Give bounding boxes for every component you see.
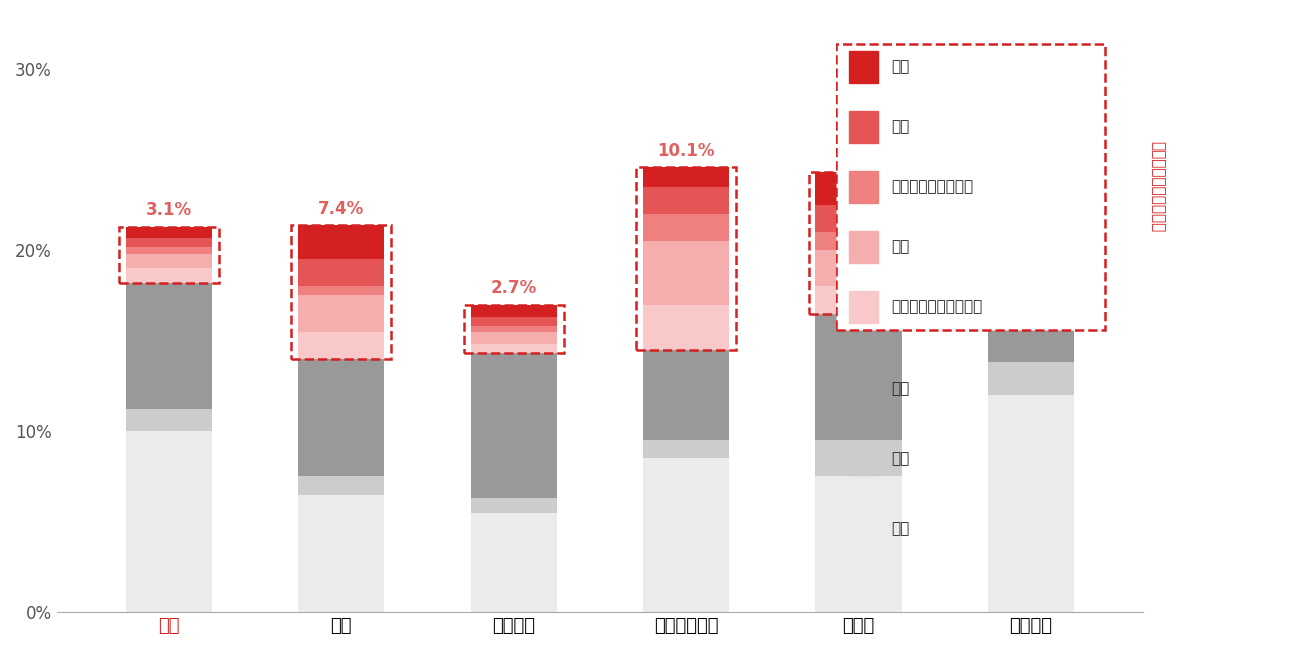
Bar <box>808 172 908 313</box>
Bar <box>816 440 901 476</box>
Bar <box>988 146 1074 190</box>
Bar <box>291 225 391 359</box>
Bar <box>644 214 729 241</box>
Text: 障害、業務災害、傷病: 障害、業務災害、傷病 <box>892 299 983 315</box>
Bar <box>463 304 563 354</box>
Bar <box>644 241 729 304</box>
Bar <box>125 254 212 268</box>
Bar <box>297 296 384 332</box>
Text: 家族: 家族 <box>892 239 909 254</box>
Bar <box>988 395 1074 612</box>
Bar <box>125 410 212 431</box>
Bar <box>816 313 901 440</box>
Bar <box>297 359 384 476</box>
Bar <box>125 268 212 283</box>
Bar <box>988 190 1074 218</box>
Text: 7.4%: 7.4% <box>318 200 365 218</box>
Text: 比較的若い世代の支出: 比較的若い世代の支出 <box>1150 141 1166 233</box>
Text: 積極的労働市場政策: 積極的労働市場政策 <box>892 179 974 194</box>
Bar <box>644 167 729 187</box>
Bar <box>988 127 1074 146</box>
Bar <box>849 291 879 323</box>
Bar <box>125 283 212 410</box>
Bar <box>980 70 1080 218</box>
Bar <box>297 332 384 359</box>
Bar <box>644 440 729 458</box>
Bar <box>836 44 1105 330</box>
Text: 3.1%: 3.1% <box>146 202 192 220</box>
Bar <box>471 326 557 332</box>
Bar <box>988 218 1074 363</box>
Bar <box>816 287 901 313</box>
Bar <box>297 476 384 495</box>
Bar <box>849 513 879 545</box>
Text: 7.8%: 7.8% <box>836 147 882 165</box>
Text: 高齢: 高齢 <box>892 521 909 537</box>
Bar <box>644 350 729 440</box>
Bar <box>988 105 1074 127</box>
Bar <box>125 246 212 254</box>
Bar <box>471 513 557 612</box>
Text: 2.7%: 2.7% <box>491 280 537 297</box>
Bar <box>125 431 212 612</box>
Bar <box>816 172 901 205</box>
Text: 保健: 保健 <box>892 381 909 396</box>
Bar <box>471 332 557 344</box>
Text: 10.1%: 10.1% <box>657 142 715 160</box>
Bar <box>118 227 218 283</box>
Bar <box>471 317 557 326</box>
Text: 失業: 失業 <box>892 120 909 135</box>
Bar <box>849 171 879 203</box>
Bar <box>471 354 557 498</box>
Text: 住宅: 住宅 <box>892 59 909 75</box>
Bar <box>849 231 879 263</box>
Bar <box>471 304 557 317</box>
Bar <box>849 372 879 405</box>
Bar <box>644 187 729 214</box>
Bar <box>816 250 901 287</box>
Bar <box>849 111 879 143</box>
Text: 8.2%: 8.2% <box>1008 44 1054 62</box>
Bar <box>644 458 729 612</box>
Bar <box>644 304 729 350</box>
Bar <box>849 51 879 83</box>
Bar <box>297 225 384 259</box>
Bar <box>471 344 557 354</box>
Bar <box>636 167 736 350</box>
Bar <box>297 287 384 296</box>
Bar <box>125 227 212 237</box>
Bar <box>125 237 212 246</box>
Bar <box>297 259 384 287</box>
Bar <box>849 443 879 475</box>
Bar <box>816 205 901 232</box>
Text: 遺族: 遺族 <box>892 451 909 467</box>
Bar <box>816 476 901 612</box>
Bar <box>816 232 901 250</box>
Bar <box>988 70 1074 105</box>
Bar <box>297 495 384 612</box>
Bar <box>471 498 557 513</box>
Bar <box>988 363 1074 395</box>
